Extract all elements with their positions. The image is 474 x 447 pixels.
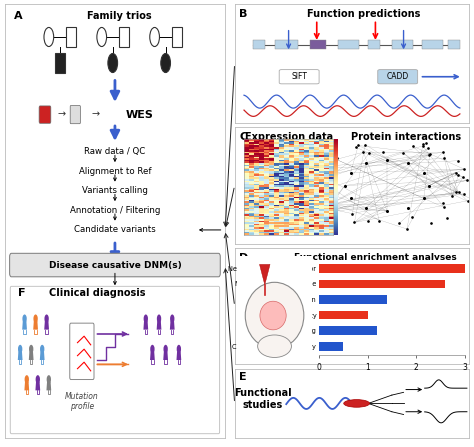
Polygon shape — [22, 321, 27, 330]
Circle shape — [22, 314, 27, 323]
Bar — [319, 264, 465, 273]
Text: Protein interactions: Protein interactions — [351, 132, 461, 142]
Polygon shape — [144, 321, 148, 330]
Circle shape — [18, 345, 22, 354]
Circle shape — [150, 27, 159, 46]
Text: →: → — [58, 110, 66, 120]
Polygon shape — [40, 351, 45, 360]
Circle shape — [25, 375, 29, 384]
Ellipse shape — [260, 301, 286, 330]
Polygon shape — [260, 265, 270, 285]
Bar — [448, 40, 460, 50]
Circle shape — [108, 54, 118, 72]
Text: Candidate variants: Candidate variants — [74, 225, 156, 234]
Bar — [422, 40, 444, 50]
Bar — [66, 27, 76, 46]
Polygon shape — [163, 351, 168, 360]
Circle shape — [344, 400, 370, 407]
Ellipse shape — [258, 335, 292, 358]
Text: E: E — [239, 372, 247, 382]
Circle shape — [97, 27, 107, 46]
Circle shape — [29, 345, 33, 354]
Circle shape — [36, 375, 40, 384]
Text: Annotation / Filtering: Annotation / Filtering — [70, 206, 160, 215]
Text: Functional
studies: Functional studies — [234, 388, 292, 410]
FancyBboxPatch shape — [9, 253, 220, 277]
FancyBboxPatch shape — [39, 106, 51, 123]
Bar — [274, 40, 298, 50]
Text: Family trios: Family trios — [87, 11, 152, 21]
Text: C: C — [239, 132, 247, 142]
Bar — [172, 27, 182, 46]
Ellipse shape — [245, 283, 304, 349]
Text: D: D — [239, 253, 248, 263]
Polygon shape — [36, 382, 40, 390]
Text: Raw data / QC: Raw data / QC — [84, 148, 146, 156]
Text: Variants calling: Variants calling — [82, 186, 148, 195]
Polygon shape — [44, 321, 49, 330]
Polygon shape — [176, 351, 181, 360]
Bar — [310, 40, 326, 50]
Text: WES: WES — [126, 110, 154, 120]
Circle shape — [157, 314, 161, 323]
Circle shape — [44, 27, 54, 46]
Circle shape — [45, 314, 49, 323]
Circle shape — [33, 314, 38, 323]
Text: →: → — [91, 110, 99, 120]
Circle shape — [170, 314, 174, 323]
FancyBboxPatch shape — [378, 70, 418, 84]
Circle shape — [150, 345, 155, 354]
Bar — [368, 40, 380, 50]
Polygon shape — [150, 351, 155, 360]
Text: Disease causative DNM(s): Disease causative DNM(s) — [48, 261, 182, 270]
Polygon shape — [33, 321, 38, 330]
Text: B: B — [239, 9, 248, 19]
Circle shape — [164, 345, 168, 354]
Text: F: F — [18, 288, 26, 299]
Bar — [319, 295, 387, 304]
Polygon shape — [156, 321, 162, 330]
Bar — [319, 326, 377, 335]
Polygon shape — [170, 321, 174, 330]
FancyBboxPatch shape — [70, 323, 94, 380]
FancyBboxPatch shape — [10, 286, 219, 434]
Text: CADD: CADD — [387, 72, 409, 81]
Polygon shape — [24, 382, 29, 390]
Circle shape — [144, 314, 148, 323]
Polygon shape — [29, 351, 34, 360]
Bar — [338, 40, 359, 50]
Bar — [392, 40, 413, 50]
Polygon shape — [46, 382, 51, 390]
Text: Function predictions: Function predictions — [307, 9, 420, 19]
Text: Mutation
profile: Mutation profile — [65, 392, 99, 411]
Circle shape — [177, 345, 181, 354]
Text: SIFT: SIFT — [291, 72, 307, 81]
Bar — [55, 54, 64, 72]
Bar — [319, 342, 343, 351]
Text: A: A — [14, 11, 22, 21]
Bar — [319, 280, 445, 288]
Bar — [254, 40, 265, 50]
Text: Clinical diagnosis: Clinical diagnosis — [49, 288, 146, 299]
Polygon shape — [18, 351, 23, 360]
Circle shape — [46, 375, 51, 384]
Bar — [319, 311, 368, 320]
Text: Alignment to Ref: Alignment to Ref — [79, 167, 151, 176]
Circle shape — [161, 54, 171, 72]
FancyBboxPatch shape — [70, 105, 80, 124]
Text: Expression data: Expression data — [245, 132, 333, 142]
Circle shape — [40, 345, 45, 354]
FancyBboxPatch shape — [279, 70, 319, 84]
Text: Functional enrichment analyses: Functional enrichment analyses — [294, 253, 457, 262]
Bar — [119, 27, 128, 46]
